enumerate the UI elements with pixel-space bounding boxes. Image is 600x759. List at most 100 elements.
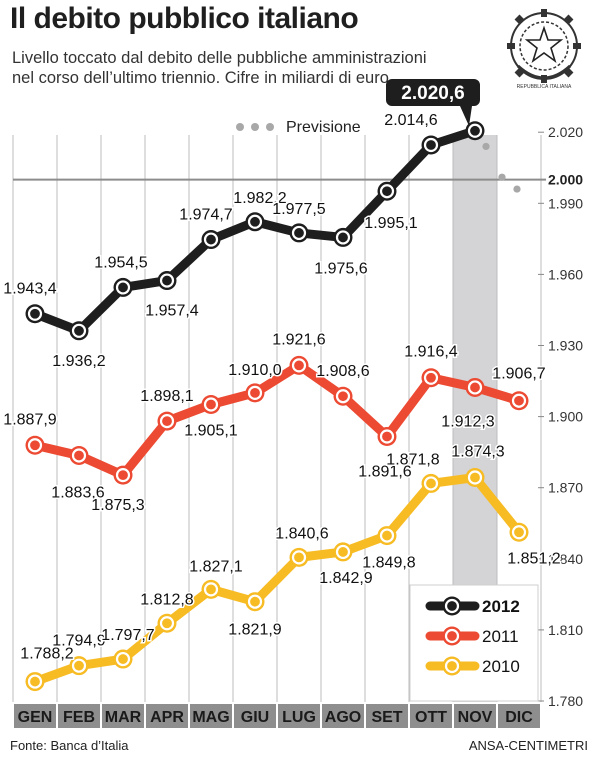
legend-marker-ring bbox=[444, 658, 460, 674]
data-label: 1.957,4 bbox=[145, 303, 198, 320]
source-note: Fonte: Banca d’Italia bbox=[10, 738, 129, 753]
grid-lines bbox=[12, 135, 542, 702]
chart-subtitle: Livello toccato dal debito delle pubblic… bbox=[12, 49, 427, 87]
data-point-ring bbox=[423, 476, 439, 491]
y-tick-label: 1.870 bbox=[548, 480, 583, 496]
x-axis: GEN FEB MAR APR MAG GIU LUG AGO SET OTT NOV DIC bbox=[14, 704, 540, 728]
month-label: SET bbox=[371, 709, 402, 726]
reference-line-label: 2.000 bbox=[548, 172, 583, 188]
data-label: 1.982,2 bbox=[233, 190, 286, 207]
data-point-ring bbox=[467, 380, 483, 395]
data-point-ring bbox=[115, 651, 131, 667]
y-tick-label: 1.840 bbox=[548, 551, 583, 567]
data-label: 1.840,6 bbox=[275, 525, 328, 542]
month-cell bbox=[234, 704, 276, 728]
data-label: 1.788,2 bbox=[20, 646, 73, 663]
month-label: AGO bbox=[325, 709, 361, 726]
data-label: 1.875,3 bbox=[91, 497, 144, 514]
data-label: 1.849,8 bbox=[362, 555, 415, 572]
month-cell bbox=[146, 704, 188, 728]
callout-label: 2.020,6 bbox=[401, 83, 464, 104]
data-point-ring bbox=[511, 525, 527, 540]
data-label: 1.908,6 bbox=[316, 363, 369, 380]
y-tick-label: 2.020 bbox=[548, 124, 583, 140]
legend-label-2011: 2011 bbox=[482, 627, 519, 646]
month-cell bbox=[454, 704, 496, 728]
legend-label-2010: 2010 bbox=[482, 657, 520, 676]
data-labels: 1.943,4 1.936,2 1.954,5 1.957,4 1.974,71.982… bbox=[2, 79, 562, 664]
republic-emblem-icon: REPUBBLICA ITALIANA bbox=[507, 9, 581, 90]
data-label: 1.977,5 bbox=[272, 201, 325, 218]
emblem-text: REPUBBLICA ITALIANA bbox=[517, 84, 572, 90]
forecast: Previsione bbox=[236, 119, 521, 193]
data-label: 1.912,3 bbox=[441, 413, 494, 430]
data-point-ring bbox=[27, 674, 43, 689]
forecast-legend-dot bbox=[266, 123, 274, 131]
data-point-ring bbox=[159, 273, 175, 288]
forecast-dot bbox=[498, 173, 506, 181]
month-cell bbox=[58, 704, 100, 728]
month-cell bbox=[14, 704, 56, 728]
data-point-ring bbox=[467, 123, 483, 138]
data-label: 1.975,6 bbox=[314, 260, 367, 277]
forecast-dot bbox=[482, 142, 490, 151]
month-label: MAR bbox=[105, 709, 142, 726]
y-tick-label: 1.900 bbox=[548, 409, 583, 425]
data-point-ring bbox=[291, 358, 307, 373]
data-point-ring bbox=[335, 544, 351, 560]
data-point-ring bbox=[379, 429, 395, 444]
month-label: OTT bbox=[415, 709, 447, 726]
month-cell bbox=[366, 704, 408, 728]
data-point-ring bbox=[27, 438, 43, 453]
forecast-label: Previsione bbox=[286, 119, 361, 136]
legend: 2012 2011 2010 bbox=[409, 584, 539, 702]
chart-title: Il debito pubblico italiano bbox=[10, 2, 359, 35]
month-label: GEN bbox=[18, 709, 53, 726]
data-point-ring bbox=[203, 397, 219, 412]
month-label: MAG bbox=[192, 709, 229, 726]
month-cell bbox=[322, 704, 364, 728]
data-label: 1.943,4 bbox=[3, 281, 56, 298]
data-point-ring bbox=[247, 385, 263, 400]
forecast-legend-dot bbox=[251, 123, 259, 131]
data-label: 1.842,9 bbox=[319, 570, 372, 587]
legend-marker-ring bbox=[444, 598, 460, 614]
data-label: 1.906,7 bbox=[492, 366, 545, 383]
y-tick-label: 1.990 bbox=[548, 195, 583, 211]
data-point-ring bbox=[247, 214, 263, 229]
data-label: 1.974,7 bbox=[179, 207, 232, 224]
data-point-ring bbox=[203, 232, 219, 247]
data-label: 1.936,2 bbox=[52, 353, 105, 370]
data-point-ring bbox=[159, 616, 175, 631]
data-point-ring bbox=[467, 470, 483, 485]
y-tick-label: 1.810 bbox=[548, 622, 583, 638]
data-point-ring bbox=[71, 448, 87, 463]
series-lines bbox=[25, 121, 529, 692]
credit-note: ANSA-CENTIMETRI bbox=[468, 738, 588, 753]
forecast-legend-dot bbox=[236, 123, 244, 131]
month-cell bbox=[102, 704, 144, 728]
data-point-ring bbox=[71, 658, 87, 673]
data-label: 1.995,1 bbox=[364, 215, 417, 232]
data-label: 1.921,6 bbox=[272, 331, 325, 348]
data-label: 1.898,1 bbox=[140, 388, 193, 405]
data-point-ring bbox=[511, 393, 527, 408]
data-label: 1.954,5 bbox=[94, 254, 147, 271]
y-tick-label: 1.930 bbox=[548, 338, 583, 354]
month-cell bbox=[498, 704, 540, 728]
data-label: 1.821,9 bbox=[228, 622, 281, 639]
month-label: GIU bbox=[241, 709, 269, 726]
data-point-ring bbox=[203, 582, 219, 597]
data-point-ring bbox=[27, 306, 43, 321]
legend-label-2012: 2012 bbox=[482, 597, 520, 616]
callout-box bbox=[386, 79, 480, 126]
y-tick-label: 1.780 bbox=[548, 693, 583, 709]
data-label: 1.812,8 bbox=[140, 591, 193, 608]
month-cell bbox=[410, 704, 452, 728]
data-label: 1.910,0 bbox=[228, 362, 281, 379]
month-label: LUG bbox=[282, 709, 316, 726]
data-point-ring bbox=[71, 323, 87, 338]
data-label: 1.883,6 bbox=[51, 484, 104, 501]
data-label: 1.871,8 bbox=[386, 451, 439, 468]
